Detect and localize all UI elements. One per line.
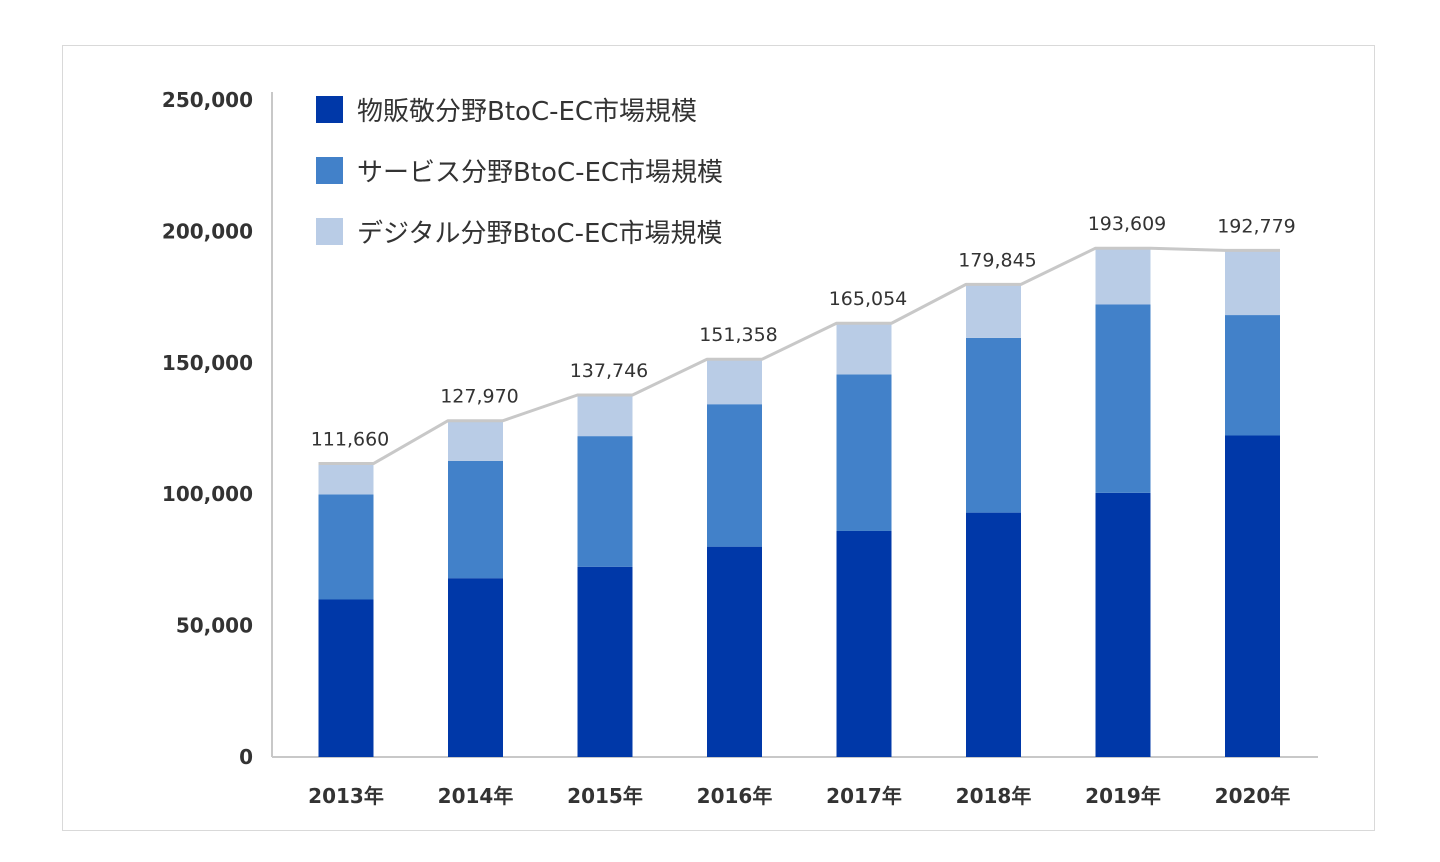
bar-segment — [577, 436, 633, 567]
bar-segment — [448, 460, 503, 579]
legend-label: 物販敬分野BtoC-EC市場規模 — [357, 97, 697, 127]
x-tick-label: 2014年 — [438, 784, 514, 808]
total-data-label: 127,970 — [440, 386, 519, 408]
bar-segment — [707, 359, 762, 405]
y-tick-label: 250,000 — [162, 88, 253, 112]
y-axis: 0 50,000 100,000 150,000 200,000 250,000 — [162, 88, 273, 769]
bar-segment — [1095, 492, 1151, 757]
bar-segment — [966, 284, 1021, 338]
y-tick-label: 50,000 — [176, 614, 253, 638]
legend-swatch — [316, 218, 343, 245]
total-data-label: 179,845 — [958, 249, 1037, 271]
bar-segment — [448, 420, 503, 461]
total-data-label: 192,779 — [1217, 215, 1296, 237]
bar-segment — [836, 374, 892, 531]
total-data-label: 111,660 — [311, 429, 390, 451]
bar-segment — [707, 404, 762, 547]
bar-segment — [966, 512, 1021, 757]
legend: 物販敬分野BtoC-EC市場規模サービス分野BtoC-EC市場規模デジタル分野B… — [316, 96, 723, 249]
x-tick-label: 2015年 — [567, 784, 643, 808]
legend-swatch — [316, 96, 343, 123]
bar-segment — [577, 566, 633, 757]
bar-segment — [836, 323, 892, 375]
bar-segment — [966, 337, 1021, 513]
bar-segment — [1095, 304, 1151, 493]
total-data-label: 137,746 — [570, 360, 649, 382]
bar-segment — [1225, 250, 1280, 316]
x-tick-label: 2018年 — [956, 784, 1032, 808]
bars — [318, 248, 1280, 757]
x-tick-label: 2019年 — [1085, 784, 1161, 808]
bar-segment — [707, 546, 762, 757]
y-tick-label: 0 — [239, 745, 253, 769]
y-tick-label: 150,000 — [162, 351, 253, 375]
total-line-path — [318, 246, 1280, 466]
bar-segment — [577, 395, 633, 437]
bar-segment — [318, 599, 374, 757]
legend-label: サービス分野BtoC-EC市場規模 — [357, 158, 723, 188]
legend-swatch — [316, 157, 343, 184]
y-tick-label: 100,000 — [162, 482, 253, 506]
total-data-label: 193,609 — [1088, 213, 1167, 235]
bar-segment — [1225, 435, 1280, 757]
x-axis: 2013年 2014年 2015年 2016年 2017年 2018年 2019年 2020年 — [272, 756, 1318, 808]
data-labels: 111,660 127,970 137,746 151,358 165,054 179,8… — [311, 213, 1296, 450]
total-data-label: 165,054 — [829, 288, 908, 310]
y-tick-label: 200,000 — [162, 219, 253, 243]
bar-segment — [836, 530, 892, 757]
x-tick-label: 2017年 — [826, 784, 902, 808]
bar-segment — [1095, 248, 1151, 305]
bar-segment — [318, 463, 374, 495]
legend-label: デジタル分野BtoC-EC市場規模 — [357, 219, 723, 249]
x-tick-label: 2013年 — [308, 784, 384, 808]
bar-segment — [1225, 315, 1280, 436]
x-tick-label: 2020年 — [1215, 784, 1291, 808]
total-line — [318, 246, 1280, 466]
x-tick-label: 2016年 — [697, 784, 773, 808]
bar-segment — [448, 578, 503, 757]
total-data-label: 151,358 — [699, 324, 778, 346]
bar-segment — [318, 494, 374, 600]
